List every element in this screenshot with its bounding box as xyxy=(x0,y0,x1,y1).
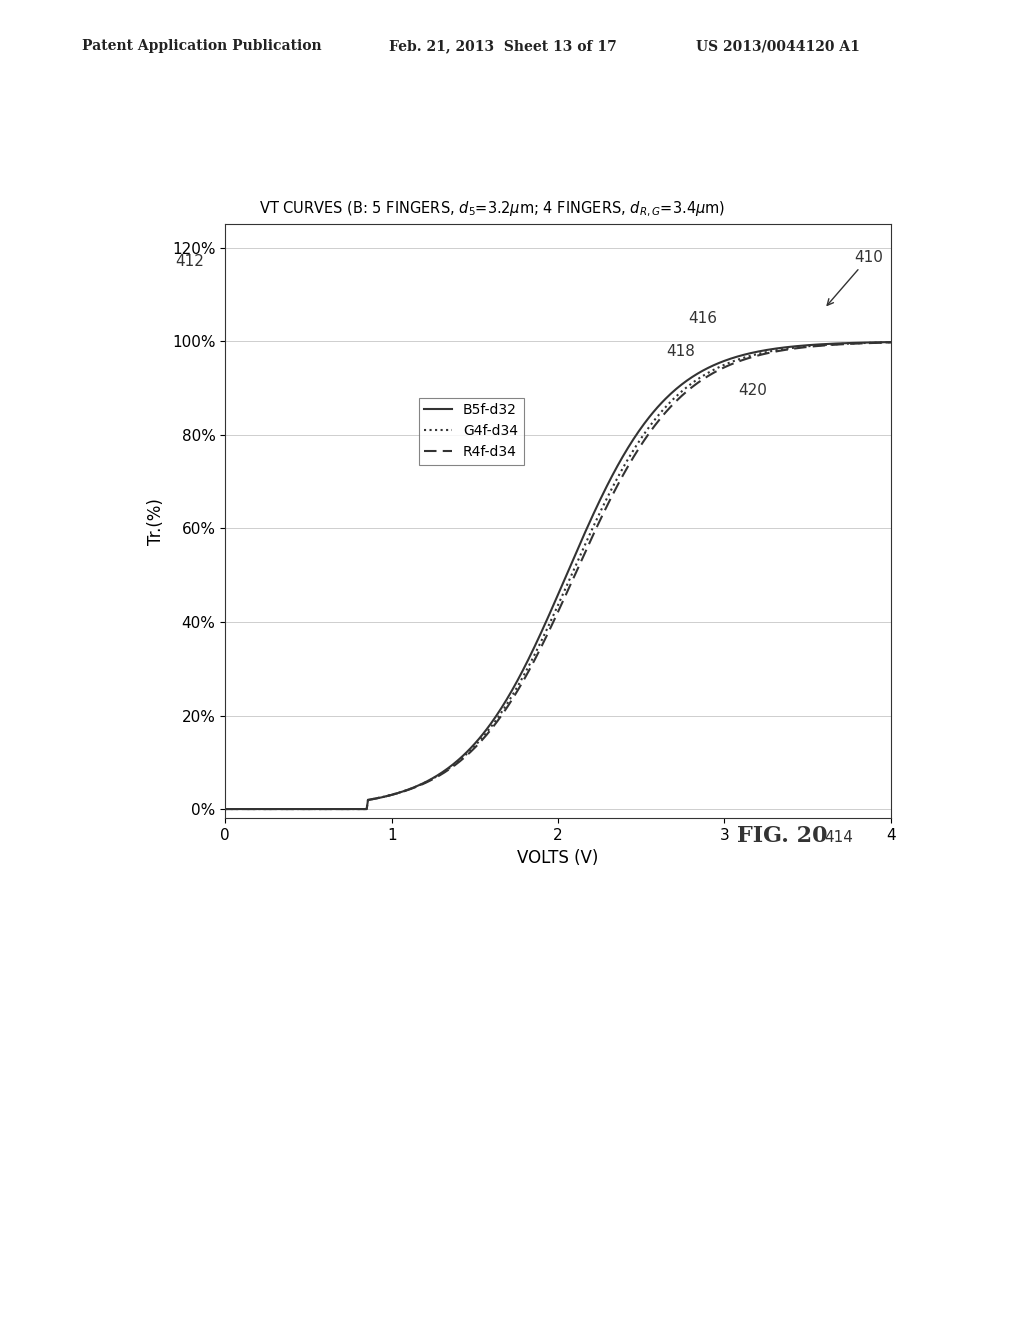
Text: VT CURVES (B: 5 FINGERS, $d_5$=3.2$\mu$m; 4 FINGERS, $d_{R,G}$=3.4$\mu$m): VT CURVES (B: 5 FINGERS, $d_5$=3.2$\mu$m… xyxy=(258,199,725,219)
Text: Patent Application Publication: Patent Application Publication xyxy=(82,40,322,53)
Text: 420: 420 xyxy=(737,383,767,399)
Text: 410: 410 xyxy=(827,249,883,305)
Text: 412: 412 xyxy=(175,255,204,269)
Text: US 2013/0044120 A1: US 2013/0044120 A1 xyxy=(696,40,860,53)
X-axis label: VOLTS (V): VOLTS (V) xyxy=(517,849,599,867)
Text: 416: 416 xyxy=(688,310,717,326)
Y-axis label: Tr.(%): Tr.(%) xyxy=(147,498,165,545)
Text: Feb. 21, 2013  Sheet 13 of 17: Feb. 21, 2013 Sheet 13 of 17 xyxy=(389,40,616,53)
Text: FIG. 20: FIG. 20 xyxy=(737,825,827,847)
Text: 418: 418 xyxy=(667,345,695,359)
Text: 414: 414 xyxy=(824,830,853,845)
Legend: B5f-d32, G4f-d34, R4f-d34: B5f-d32, G4f-d34, R4f-d34 xyxy=(419,397,523,465)
